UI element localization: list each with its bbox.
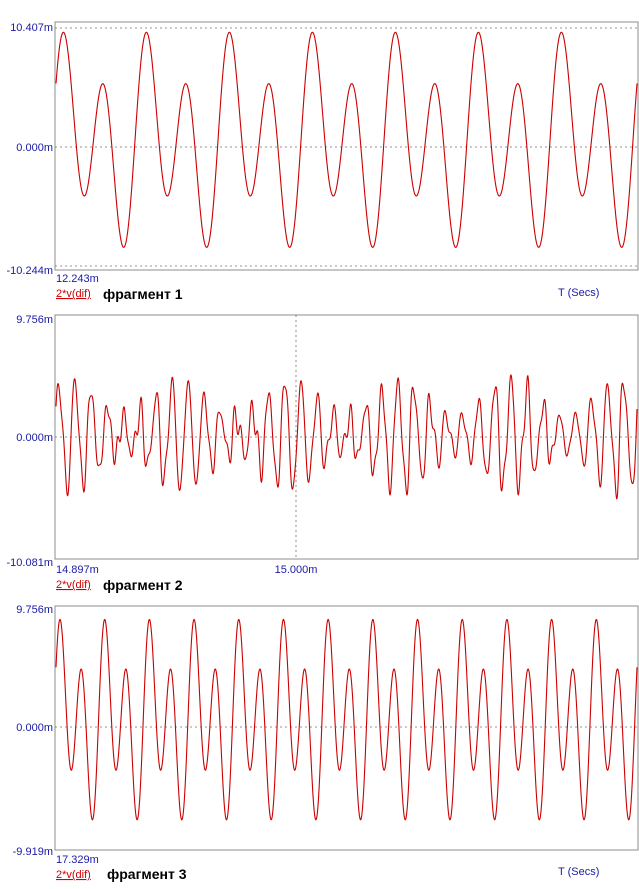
plot-frame-1 [54, 21, 639, 271]
series-line-1 [55, 31, 638, 248]
legend-series-3[interactable]: 2*v(dif) [56, 869, 91, 881]
y-tick-bottom-3: -9.919m [13, 846, 53, 858]
x-tick-start-3: 17.329m [56, 854, 99, 866]
series-line-3 [55, 618, 638, 821]
y-tick-top-3: 9.756m [16, 604, 53, 616]
y-tick-top-2: 9.756m [16, 314, 53, 326]
x-axis-label-1: T (Secs) [558, 287, 599, 299]
panel-2: 9.756m 0.000m -10.081m 14.897m 15.000m 2… [7, 314, 639, 593]
y-tick-bottom-2: -10.081m [7, 557, 53, 569]
x-tick-start-2: 14.897m [56, 564, 99, 576]
panel-1: 10.407m 0.000m -10.244m 12.243m T (Secs)… [7, 21, 639, 302]
x-tick-start-1: 12.243m [56, 273, 99, 285]
legend-series-1[interactable]: 2*v(dif) [56, 288, 91, 300]
y-tick-zero-2: 0.000m [16, 432, 53, 444]
y-tick-bottom-1: -10.244m [7, 265, 53, 277]
y-tick-top-1: 10.407m [10, 22, 53, 34]
caption-1: фрагмент 1 [103, 286, 183, 302]
y-tick-zero-3: 0.000m [16, 722, 53, 734]
x-tick-center-2: 15.000m [275, 564, 318, 576]
legend-series-2[interactable]: 2*v(dif) [56, 579, 91, 591]
panel-3: 9.756m 0.000m -9.919m 17.329m T (Secs) 2… [13, 604, 639, 882]
caption-2: фрагмент 2 [103, 577, 183, 593]
x-axis-label-3: T (Secs) [558, 866, 599, 878]
y-tick-zero-1: 0.000m [16, 142, 53, 154]
caption-3: фрагмент 3 [107, 866, 187, 882]
plot-frame-3 [54, 605, 639, 851]
series-line-2 [55, 374, 638, 500]
